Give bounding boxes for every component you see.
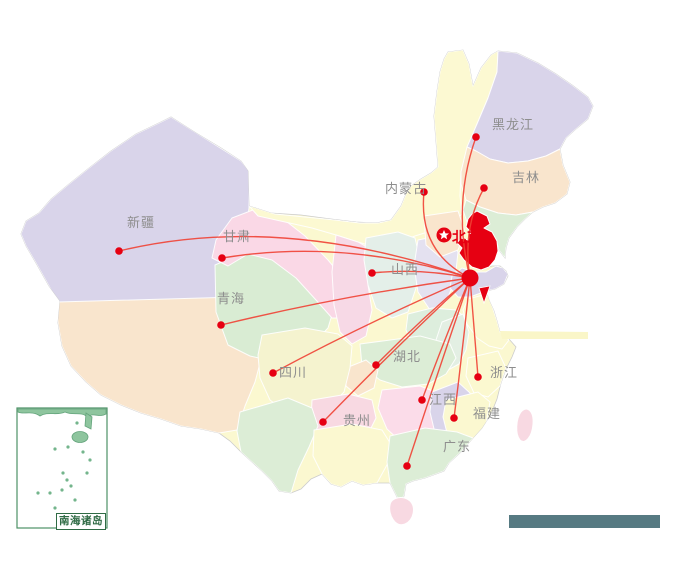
inset-island-dot: [66, 445, 70, 449]
province-dot[interactable]: [450, 414, 458, 422]
route-line: [469, 277, 479, 378]
province-dot[interactable]: [420, 188, 428, 196]
province-dot[interactable]: [217, 321, 225, 329]
route-line: [371, 270, 471, 279]
province-dot[interactable]: [403, 462, 411, 470]
inset-island-dot: [81, 450, 85, 454]
province-label[interactable]: 福建: [473, 406, 502, 421]
inset-island-dot: [73, 498, 77, 502]
province-zhejiang[interactable]: [465, 350, 507, 398]
inset-island-dot: [53, 506, 57, 510]
route-lines-layer: [118, 136, 485, 467]
route-line: [221, 250, 471, 279]
province-guangxi[interactable]: [312, 423, 393, 488]
province-label[interactable]: 山西: [391, 262, 420, 277]
province-label[interactable]: 黑龙江: [492, 117, 535, 132]
province-dot[interactable]: [269, 369, 277, 377]
inset-island-dot: [65, 478, 69, 482]
province-dot[interactable]: [368, 269, 376, 277]
south-sea-inset-label: 南海诸岛: [56, 513, 106, 530]
hainan-island[interactable]: [389, 497, 414, 526]
brand-bar: [509, 515, 660, 528]
province-yunnan[interactable]: [236, 397, 319, 494]
route-line: [406, 277, 471, 467]
province-dots-layer: [115, 133, 488, 470]
province-label[interactable]: 浙江: [490, 365, 519, 380]
inset-island-dot: [36, 491, 40, 495]
province-dot[interactable]: [480, 184, 488, 192]
route-line: [220, 277, 471, 326]
inset-island-dot: [53, 447, 57, 451]
inset-islands: [36, 421, 92, 510]
province-dot[interactable]: [372, 361, 380, 369]
inset-island-dot: [61, 471, 65, 475]
province-dot[interactable]: [218, 254, 226, 262]
province-label[interactable]: 青海: [217, 291, 246, 306]
province-label[interactable]: 新疆: [127, 215, 156, 230]
province-label[interactable]: 甘肃: [223, 229, 252, 244]
inset-island-dot: [75, 421, 79, 425]
route-line: [118, 235, 471, 279]
hub-marker[interactable]: [461, 269, 479, 287]
route-line: [421, 277, 471, 401]
province-label[interactable]: 内蒙古: [385, 181, 428, 196]
province-label[interactable]: 江西: [429, 392, 458, 407]
south-sea-inset: [16, 407, 108, 529]
inset-island-dot: [60, 488, 64, 492]
beijing-star-icon[interactable]: [436, 227, 452, 243]
province-dot[interactable]: [115, 247, 123, 255]
inset-island-dot: [69, 484, 73, 488]
route-line: [467, 187, 485, 279]
province-label[interactable]: 湖北: [393, 349, 422, 364]
inset-frame: [16, 407, 108, 529]
inset-island-dot: [85, 471, 89, 475]
route-line: [453, 277, 471, 419]
province-label[interactable]: 吉林: [512, 170, 541, 185]
province-label[interactable]: 贵州: [343, 413, 372, 428]
province-dot[interactable]: [418, 396, 426, 404]
taiwan-island[interactable]: [516, 408, 534, 442]
inset-island-dot: [48, 491, 52, 495]
province-label[interactable]: 四川: [279, 365, 308, 380]
province-gansu[interactable]: [211, 207, 361, 319]
province-layer: [21, 50, 593, 501]
province-shanxi[interactable]: [363, 231, 421, 319]
inset-island-dot: [88, 458, 92, 462]
inset-leizhou-peninsula: [84, 412, 93, 430]
province-dot[interactable]: [472, 133, 480, 141]
route-line: [461, 136, 477, 279]
route-line: [322, 277, 471, 423]
jiangsu-coast-strip: [500, 331, 588, 339]
route-line: [422, 191, 471, 279]
province-label[interactable]: 广东: [443, 439, 472, 454]
inset-hainan: [71, 431, 89, 443]
province-dot[interactable]: [319, 418, 327, 426]
beijing-label[interactable]: 北京: [452, 229, 482, 245]
route-line: [272, 277, 471, 374]
inset-coastline: [17, 408, 107, 418]
province-dot[interactable]: [474, 373, 482, 381]
route-line: [375, 277, 471, 366]
province-hebei-south-highlight[interactable]: [478, 285, 491, 305]
